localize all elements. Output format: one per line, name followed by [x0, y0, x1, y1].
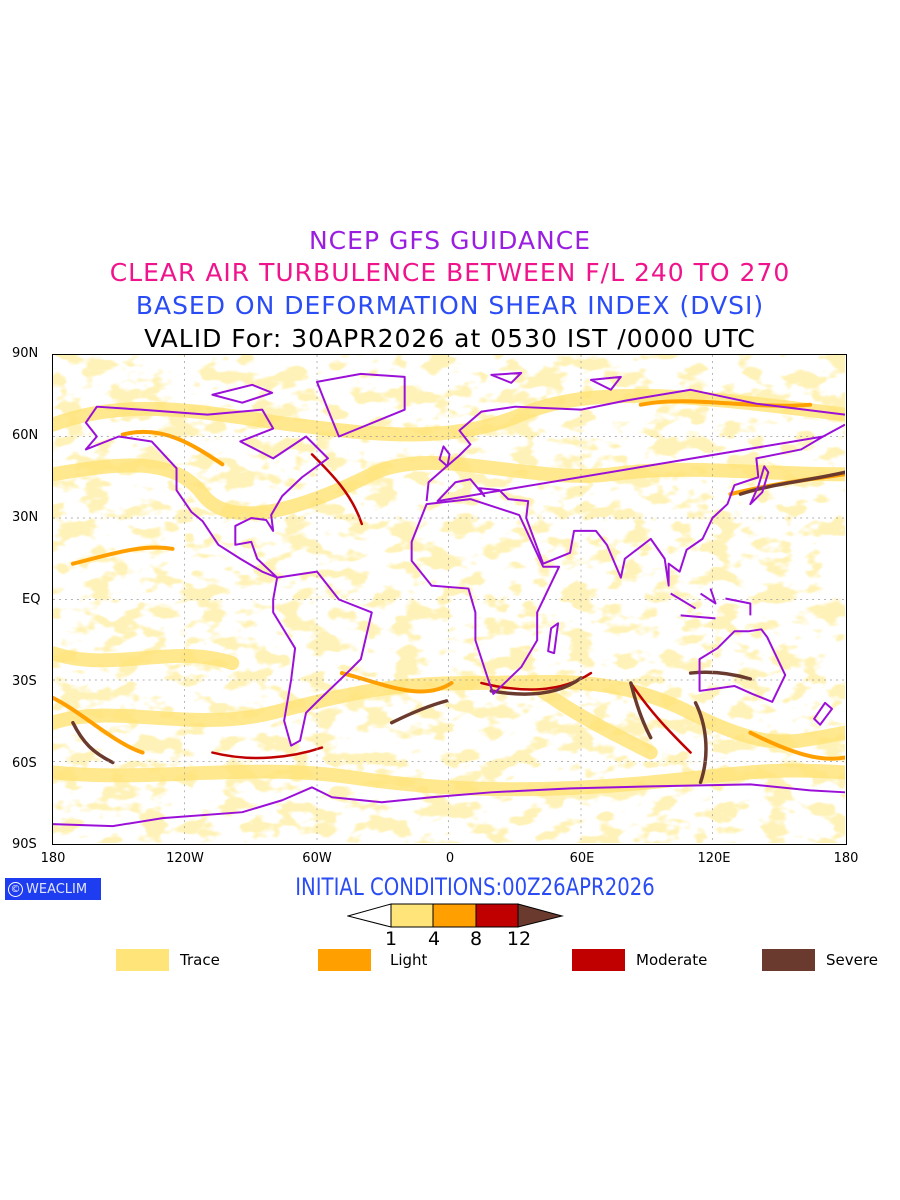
africa-outline — [410, 498, 561, 695]
x-label-60e: 60E — [569, 851, 595, 866]
title-cat-level: CLEAR AIR TURBULENCE BETWEEN F/L 240 TO … — [109, 258, 791, 287]
title-guidance: NCEP GFS GUIDANCE — [308, 226, 591, 255]
colorbar-level-12: 12 — [506, 928, 532, 950]
colorbar — [347, 903, 564, 928]
colorbar-light — [432, 903, 477, 928]
title-index: BASED ON DEFORMATION SHEAR INDEX (DVSI) — [135, 291, 765, 320]
madagascar-outline — [547, 622, 560, 655]
greenland-outline — [316, 372, 406, 438]
colorbar-level-4: 4 — [427, 928, 441, 950]
legend-label-light: Light — [390, 951, 428, 969]
arctic-islands — [211, 371, 622, 404]
weaclim-logo: © WEACLIM — [5, 878, 101, 900]
legend-swatch-light — [318, 949, 371, 971]
x-label-0: 0 — [445, 851, 455, 866]
title-valid-time: VALID For: 30APR2026 at 0530 IST /0000 U… — [144, 324, 756, 353]
y-label-30s: 30S — [12, 674, 37, 689]
y-label-30n: 30N — [12, 510, 39, 525]
colorbar-level-1: 1 — [384, 928, 398, 950]
legend-swatch-severe — [762, 949, 815, 971]
legend-label-trace: Trace — [180, 951, 220, 969]
world-map — [46, 354, 852, 845]
x-label-60w: 60W — [302, 851, 332, 866]
y-label-60n: 60N — [12, 428, 39, 443]
new-zealand-outline — [813, 701, 834, 726]
antarctica-outline — [52, 783, 846, 828]
y-label-90n: 90N — [12, 346, 39, 361]
turbulence-bands — [46, 388, 852, 797]
colorbar-below-triangle — [347, 903, 392, 928]
y-label-eq: EQ — [22, 592, 41, 607]
coastlines — [52, 371, 846, 828]
japan-outline — [749, 465, 770, 506]
y-label-60s: 60S — [12, 756, 37, 771]
copyright-icon: © — [8, 881, 23, 897]
x-label-180e: 180 — [833, 851, 859, 866]
east-asia-coast — [822, 423, 846, 438]
australia-outline — [698, 628, 787, 703]
legend-label-moderate: Moderate — [636, 951, 708, 969]
logo-text: WEACLIM — [26, 881, 88, 897]
legend-swatch-moderate — [572, 949, 625, 971]
x-label-120w: 120W — [166, 851, 204, 866]
indonesia-outline — [670, 588, 752, 620]
initial-conditions: INITIAL CONDITIONS:00Z26APR2026 — [295, 873, 655, 901]
south-america-outline — [272, 570, 373, 747]
colorbar-severe-triangle — [517, 903, 564, 928]
colorbar-level-8: 8 — [469, 928, 483, 950]
legend-label-severe: Severe — [826, 951, 878, 969]
north-america-outline — [84, 405, 329, 579]
y-label-90s: 90S — [12, 837, 37, 852]
x-label-120e: 120E — [697, 851, 731, 866]
colorbar-trace — [390, 903, 434, 928]
legend-swatch-trace — [116, 949, 169, 971]
eurasia-outline — [425, 388, 846, 587]
grid-lines — [53, 355, 845, 843]
x-label-180w: 180 — [40, 851, 66, 866]
colorbar-moderate — [475, 903, 519, 928]
uk-outline — [438, 445, 451, 468]
